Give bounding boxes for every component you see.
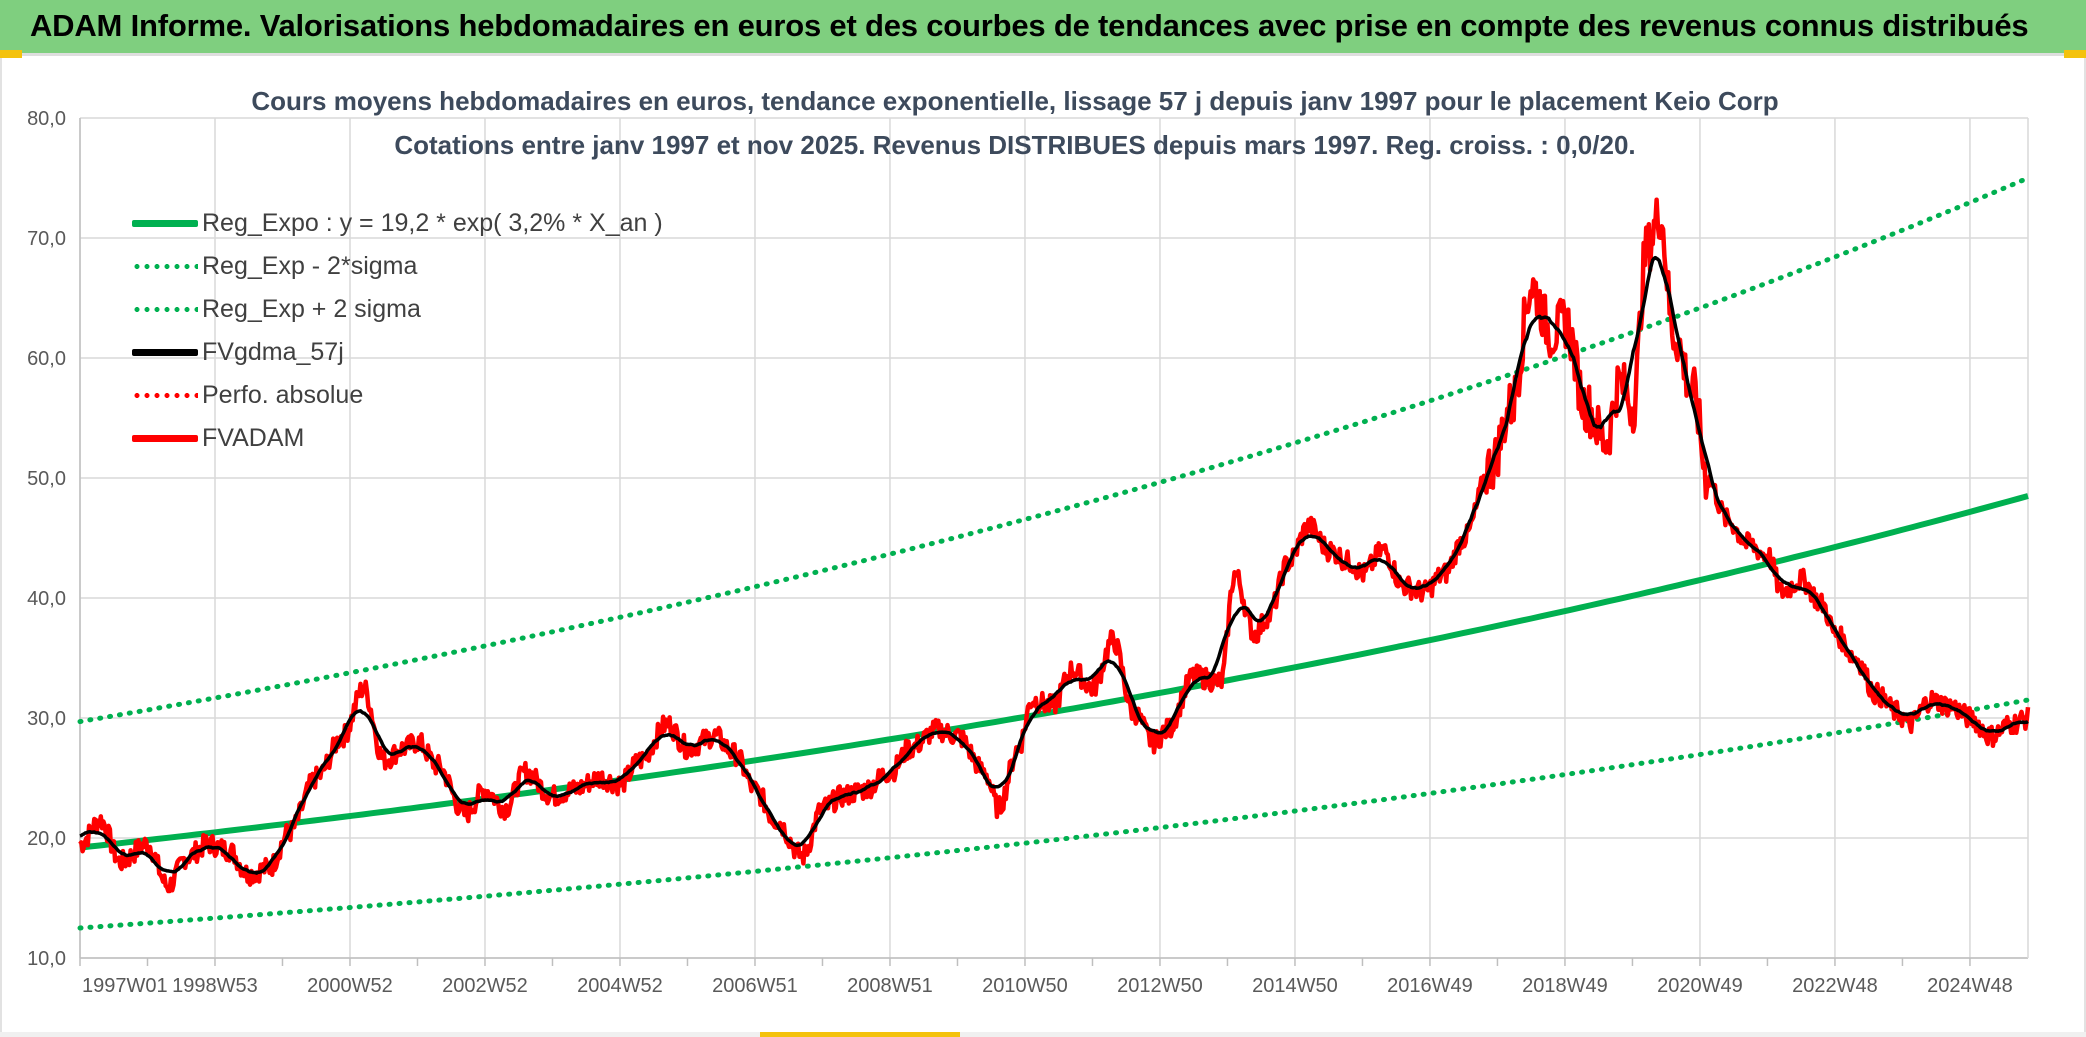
x-tick-label: 2004W52 bbox=[577, 975, 663, 997]
legend-label: FVgdma_57j bbox=[202, 338, 344, 366]
legend-item: Perfo. absolue bbox=[132, 374, 663, 417]
legend-label: FVADAM bbox=[202, 424, 305, 452]
y-tick-label: 50,0 bbox=[27, 468, 66, 490]
series-reg-expo bbox=[79, 493, 2029, 851]
y-tick-label: 30,0 bbox=[27, 708, 66, 730]
header-accent-left bbox=[0, 50, 22, 58]
legend-item: FVADAM bbox=[132, 417, 663, 460]
legend-swatch bbox=[132, 393, 198, 398]
series-reg-exp-plus-2sigma bbox=[77, 175, 2031, 725]
report-title: ADAM Informe. Valorisations hebdomadaire… bbox=[30, 8, 2029, 43]
legend-swatch bbox=[132, 349, 198, 356]
x-tick-label: 2002W52 bbox=[442, 975, 528, 997]
legend-swatch bbox=[132, 220, 198, 227]
legend-swatch bbox=[132, 435, 198, 442]
x-tick-label: 2006W51 bbox=[712, 975, 798, 997]
header-accent-right bbox=[2064, 50, 2086, 58]
chart-subtitle: Cotations entre janv 1997 et nov 2025. R… bbox=[394, 130, 1636, 160]
legend-label: Perfo. absolue bbox=[202, 381, 364, 409]
x-tick-label: 1998W53 bbox=[172, 975, 258, 997]
legend-label: Reg_Exp + 2 sigma bbox=[202, 295, 421, 323]
series-reg-exp-minus-2sigma bbox=[77, 697, 2031, 931]
y-tick-label: 40,0 bbox=[27, 588, 66, 610]
legend-swatch bbox=[132, 264, 198, 269]
y-tick-label: 60,0 bbox=[27, 348, 66, 370]
y-tick-label: 80,0 bbox=[27, 108, 66, 130]
legend-item: FVgdma_57j bbox=[132, 331, 663, 374]
chart-legend: Reg_Expo : y = 19,2 * exp( 3,2% * X_an )… bbox=[132, 202, 663, 460]
bottom-bar bbox=[0, 1032, 2086, 1037]
x-tick-label: 2010W50 bbox=[982, 975, 1068, 997]
chart-area: 10,0 20,0 30,0 40,0 50,0 60,0 70,0 80,0 1997W01 1… bbox=[27, 108, 2031, 997]
x-tick-label: 2014W50 bbox=[1252, 975, 1338, 997]
legend-item: Reg_Exp + 2 sigma bbox=[132, 288, 663, 331]
series-fvgdma-57j bbox=[79, 255, 2029, 875]
x-tick-label: 2016W49 bbox=[1387, 975, 1473, 997]
x-tick-label: 2008W51 bbox=[847, 975, 933, 997]
x-tick-label: 2000W52 bbox=[307, 975, 393, 997]
legend-swatch bbox=[132, 307, 198, 312]
chart-title: Cours moyens hebdomadaires en euros, ten… bbox=[251, 86, 1779, 116]
x-tick-label: 2020W49 bbox=[1657, 975, 1743, 997]
x-tick-label: 2024W48 bbox=[1927, 975, 2013, 997]
x-tick-label: 2012W50 bbox=[1117, 975, 1203, 997]
report-header: ADAM Informe. Valorisations hebdomadaire… bbox=[0, 0, 2086, 58]
y-tick-label: 10,0 bbox=[27, 948, 66, 970]
legend-label: Reg_Expo : y = 19,2 * exp( 3,2% * X_an ) bbox=[202, 209, 663, 237]
legend-label: Reg_Exp - 2*sigma bbox=[202, 252, 418, 280]
x-tick-label: 2022W48 bbox=[1792, 975, 1878, 997]
legend-item: Reg_Exp - 2*sigma bbox=[132, 245, 663, 288]
legend-item: Reg_Expo : y = 19,2 * exp( 3,2% * X_an ) bbox=[132, 202, 663, 245]
y-tick-label: 20,0 bbox=[27, 828, 66, 850]
x-tick-label: 1997W01 bbox=[82, 975, 168, 997]
y-tick-label: 70,0 bbox=[27, 228, 66, 250]
x-tick-label: 2018W49 bbox=[1522, 975, 1608, 997]
